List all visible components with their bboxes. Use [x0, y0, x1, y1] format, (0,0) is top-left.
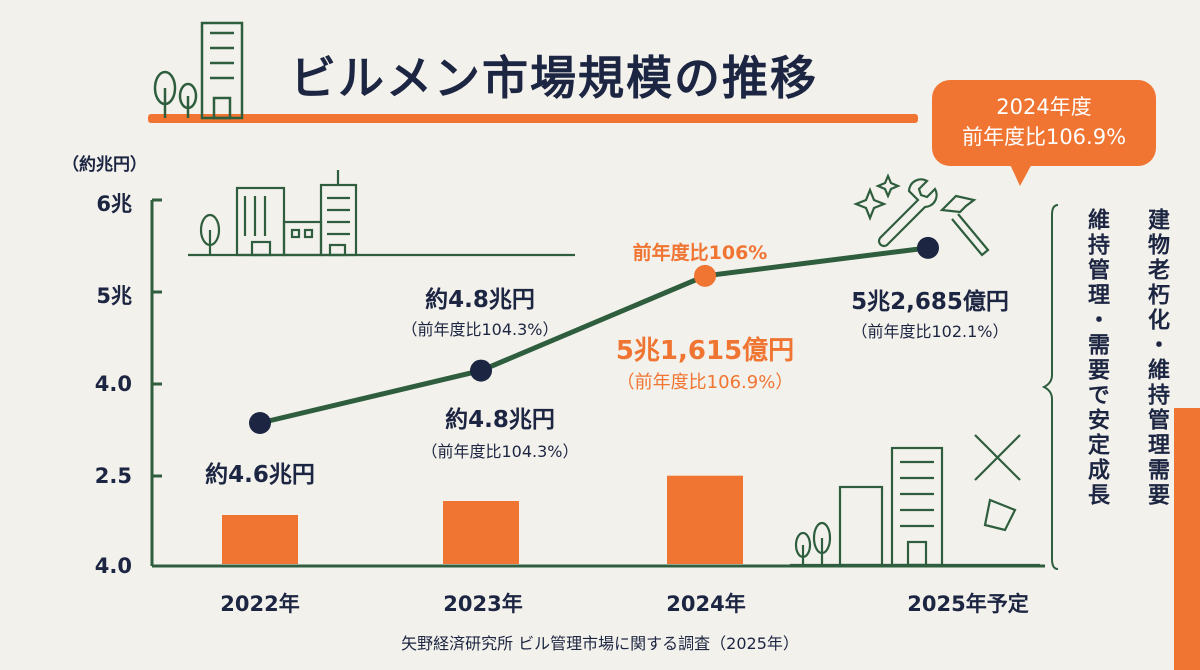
x-tick-label: 2023年 — [443, 592, 523, 616]
city-illustration — [188, 170, 575, 257]
point-note-2025: （前年度比102.1%） — [851, 322, 1009, 341]
y-tick-label: 4.0 — [94, 372, 132, 396]
point-label-2025: 5兆2,685億円 — [851, 289, 1009, 315]
bar — [222, 515, 298, 564]
data-point — [694, 264, 716, 287]
data-point — [470, 359, 492, 382]
point-label-2022: 約4.6兆円 — [205, 462, 315, 488]
callout-line1: 2024年度 — [996, 95, 1092, 119]
y-axis-unit: （約兆円） — [62, 155, 147, 175]
x-tick-label: 2024年 — [666, 592, 746, 616]
point-note-2023: （前年度比104.3%） — [421, 442, 579, 461]
point-label-2023-above: 約4.8兆円 — [425, 287, 535, 313]
building-tree-icon — [153, 21, 244, 120]
point-label-2023: 約4.8兆円 — [445, 407, 555, 433]
source-note: 矢野経済研究所 ビル管理市場に関する調査（2025年） — [401, 634, 799, 653]
side-bracket — [1041, 204, 1059, 570]
y-tick-label: 5兆 — [96, 284, 132, 308]
point-note-2024: （前年度比106.9%） — [616, 372, 794, 393]
y-tick-label: 2.5 — [94, 464, 132, 488]
title-underline — [148, 114, 918, 123]
buildings-illustration — [790, 434, 1040, 567]
y-tick-label: 6兆 — [96, 192, 132, 216]
data-point — [917, 236, 939, 259]
page-title: ビルメン市場規模の推移 — [290, 51, 818, 105]
callout-tail — [1008, 160, 1034, 186]
y-tick-label: 4.0 — [94, 554, 132, 578]
tools-illustration — [853, 173, 990, 257]
x-tick-label: 2025年予定 — [907, 592, 1029, 616]
x-tick-label: 2022年 — [220, 592, 300, 616]
bar — [667, 475, 743, 564]
bar — [443, 501, 519, 564]
series-line — [259, 245, 929, 426]
point-label-2024: 5兆1,615億円 — [615, 336, 795, 366]
callout-line2: 前年度比106.9% — [961, 125, 1127, 149]
corner-accent — [1174, 408, 1200, 670]
side-note-col1: 建物老朽化・維持管理需要 — [1144, 208, 1169, 508]
point-label-2024-above: 前年度比106% — [632, 242, 768, 264]
data-point — [249, 412, 271, 434]
side-note-col2: 維持管理・需要で安定成長 — [1084, 208, 1109, 508]
callout-bubble: 2024年度 前年度比106.9% — [932, 80, 1156, 166]
point-note-2023-above: （前年度比104.3%） — [401, 320, 559, 339]
